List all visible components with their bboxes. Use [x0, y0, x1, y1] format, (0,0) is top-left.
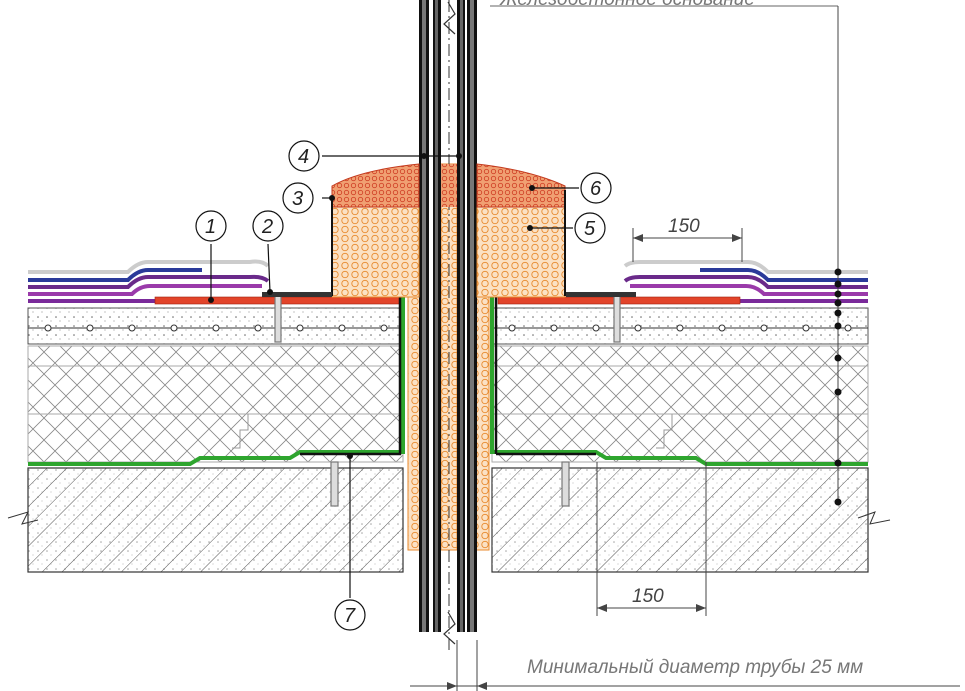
- svg-text:7: 7: [344, 605, 356, 627]
- callout-7: 7: [334, 599, 366, 631]
- collar-left: [331, 206, 420, 298]
- clamp-band-left: [262, 292, 332, 297]
- rebar-circles: [44, 324, 852, 332]
- svg-text:2: 2: [261, 216, 273, 238]
- callout-1: 1: [195, 210, 227, 242]
- callout-2: 2: [252, 210, 284, 242]
- pipe-diameter-dimension: [410, 640, 960, 691]
- green-line-left-dark: [300, 292, 402, 456]
- sealant-cap-right: [476, 163, 566, 208]
- svg-text:3: 3: [292, 188, 303, 210]
- leader-dots: [208, 153, 535, 459]
- callout-4: 4: [288, 140, 320, 172]
- footer-caption: Минимальный диаметр трубы 25 мм: [527, 657, 863, 678]
- sealant-cap-left: [331, 163, 420, 208]
- sealant-cap-center: [441, 164, 457, 207]
- top-caption: Железобетонное основание: [499, 0, 755, 10]
- concrete-slab: [7, 467, 891, 573]
- dimension-upper: 150: [632, 216, 743, 262]
- svg-text:5: 5: [584, 218, 596, 240]
- leader-lines: [210, 155, 579, 598]
- layer-indicator-dots: [834, 268, 842, 506]
- roofing-layers-right: [566, 260, 868, 303]
- sleeve-right: [474, 289, 490, 551]
- callout-6: 6: [580, 172, 612, 204]
- svg-text:150: 150: [668, 216, 700, 237]
- clamp-band-right: [566, 292, 636, 297]
- green-line-right-dark: [494, 292, 596, 456]
- svg-text:1: 1: [205, 216, 216, 238]
- anchor-bolts: [274, 295, 621, 507]
- collar-right: [476, 206, 566, 298]
- insulation-layers: [27, 345, 869, 463]
- svg-text:4: 4: [298, 146, 309, 168]
- roofing-layers-left: [28, 259, 330, 303]
- svg-text:6: 6: [590, 178, 602, 200]
- svg-text:150: 150: [632, 586, 664, 607]
- dimension-lower: 150: [596, 462, 707, 616]
- pipe: [419, 0, 477, 650]
- callout-3: 3: [282, 182, 314, 214]
- callout-5: 5: [574, 212, 606, 244]
